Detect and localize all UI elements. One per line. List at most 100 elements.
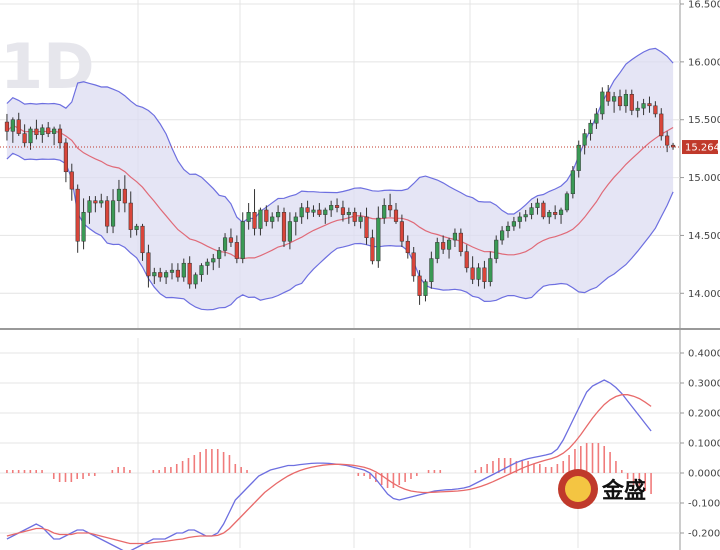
candle-body <box>228 237 234 243</box>
candle <box>594 108 599 129</box>
candle <box>376 206 381 268</box>
price-tick-label: 16.500 <box>688 0 720 11</box>
candle-body <box>16 119 21 134</box>
candle-body <box>429 258 434 282</box>
candle-body <box>211 258 216 263</box>
candle <box>222 233 228 257</box>
candle <box>494 235 499 264</box>
candle-body <box>494 239 499 259</box>
candle <box>500 226 505 245</box>
candle <box>81 198 86 250</box>
candle <box>358 212 363 229</box>
candle <box>441 235 446 254</box>
candle-body <box>122 188 127 204</box>
candle-body <box>647 103 652 107</box>
candle <box>311 205 316 217</box>
candle <box>476 263 481 287</box>
candle-body <box>217 250 222 259</box>
candle-body <box>393 209 399 222</box>
candle <box>22 124 27 148</box>
candle <box>281 207 287 247</box>
candle <box>152 267 157 285</box>
candle <box>270 212 275 229</box>
candle-body <box>252 212 257 229</box>
candle <box>458 228 463 257</box>
candle-body <box>63 142 68 173</box>
candle-body <box>10 119 15 132</box>
candle <box>305 200 310 220</box>
candle <box>334 198 340 213</box>
candle-body <box>134 225 139 230</box>
candle-body <box>670 144 676 148</box>
candle <box>299 203 304 224</box>
candle-body <box>181 262 186 278</box>
candle <box>246 203 251 230</box>
candle-body <box>612 96 617 102</box>
candle <box>317 203 322 217</box>
candle <box>87 196 92 224</box>
candle <box>93 196 98 213</box>
candle-body <box>175 269 180 278</box>
candle <box>600 87 605 120</box>
candle <box>382 198 387 224</box>
candle-body <box>234 242 239 259</box>
candle-body <box>553 212 558 215</box>
candle <box>164 270 169 285</box>
candle <box>134 223 139 236</box>
candle <box>482 260 487 289</box>
candlestick-series <box>4 85 676 305</box>
candle-body <box>299 207 304 218</box>
candle <box>511 216 516 231</box>
candle <box>158 267 163 282</box>
candle <box>606 85 611 106</box>
candle <box>558 207 564 224</box>
candle-body <box>405 240 410 254</box>
jinsheng-logo-icon: 金盛 <box>558 469 646 509</box>
candle-body <box>152 272 157 277</box>
candle-body <box>364 216 369 238</box>
candle-body <box>411 252 416 277</box>
candle-body <box>606 91 611 102</box>
candle-body <box>281 212 287 242</box>
candle-body <box>52 128 57 134</box>
candle <box>128 191 133 238</box>
candle <box>612 91 617 113</box>
candle <box>517 212 522 229</box>
candle-body <box>576 144 581 171</box>
candle-body <box>323 209 328 215</box>
candle-body <box>164 272 169 278</box>
candle <box>10 117 15 143</box>
candle-body <box>258 209 263 229</box>
macd-tick-label: -0.1000 <box>688 499 720 510</box>
last-price-tag <box>682 140 718 155</box>
macd-tick-label: 0.1000 <box>688 439 720 450</box>
candle-body <box>376 217 381 262</box>
candle-body <box>311 209 316 213</box>
candle-body <box>193 274 198 285</box>
candle <box>364 207 369 245</box>
candle-body <box>34 128 39 136</box>
candle-body <box>629 94 634 111</box>
candle <box>105 196 110 234</box>
candle-body <box>358 216 363 222</box>
bollinger-lower-line <box>6 152 674 311</box>
candle-body <box>340 207 346 215</box>
candle-body <box>116 188 122 201</box>
last-price-label: 15.264 <box>685 143 720 154</box>
candle <box>423 279 428 302</box>
candle-body <box>334 205 340 208</box>
candle-body <box>665 135 670 146</box>
candle-body <box>28 128 33 144</box>
candle <box>505 221 511 238</box>
candle <box>169 263 175 280</box>
candle <box>110 189 116 234</box>
candle-body <box>40 127 45 136</box>
candle-body <box>488 258 493 282</box>
candle <box>617 89 623 111</box>
macd-grid <box>0 338 680 548</box>
candle <box>623 89 628 113</box>
candle <box>52 126 57 146</box>
candle-body <box>594 113 599 124</box>
